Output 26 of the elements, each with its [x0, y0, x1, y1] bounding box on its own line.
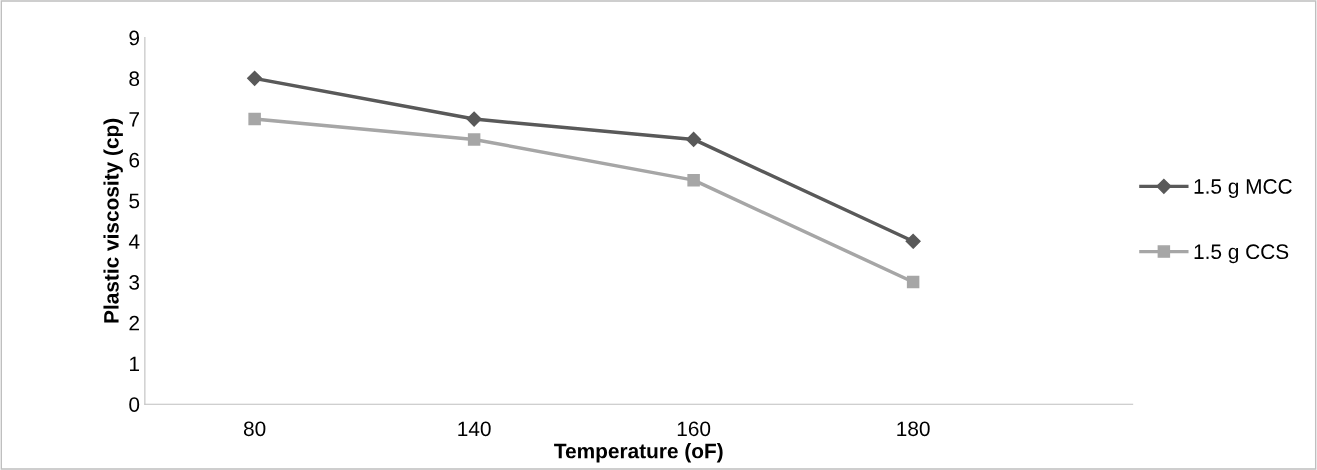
- x-axis-title: Temperature (oF): [554, 443, 723, 463]
- y-tick-label: 1: [130, 356, 139, 372]
- point: [248, 112, 261, 126]
- point: [466, 111, 482, 127]
- y-tick-label: 0: [129, 397, 140, 412]
- y-tick-label: 7: [129, 112, 139, 127]
- point: [686, 131, 702, 148]
- point: [906, 275, 920, 289]
- legend-label: 1.5 g MCC: [1194, 179, 1292, 198]
- point: [687, 173, 700, 187]
- y-tick-label: 6: [129, 152, 140, 168]
- y-tick-label: 2: [129, 315, 139, 331]
- y-axis-title: Plastic viscosity (cp): [103, 118, 123, 323]
- y-tick-label: 8: [129, 71, 140, 87]
- point: [247, 70, 263, 86]
- legend-label: 1.5 g CCS: [1194, 244, 1289, 264]
- x-tick-label: 80: [243, 421, 266, 437]
- point: [905, 233, 921, 249]
- x-tick-label: 180: [897, 421, 930, 437]
- y-tick-label: 3: [129, 275, 140, 290]
- x-tick-label: 140: [458, 421, 491, 437]
- y-tick-label: 4: [128, 234, 140, 249]
- y-tick-label: 5: [129, 193, 140, 209]
- y-tick-label: 9: [129, 30, 140, 46]
- point: [467, 133, 481, 146]
- x-tick-label: 160: [677, 421, 711, 437]
